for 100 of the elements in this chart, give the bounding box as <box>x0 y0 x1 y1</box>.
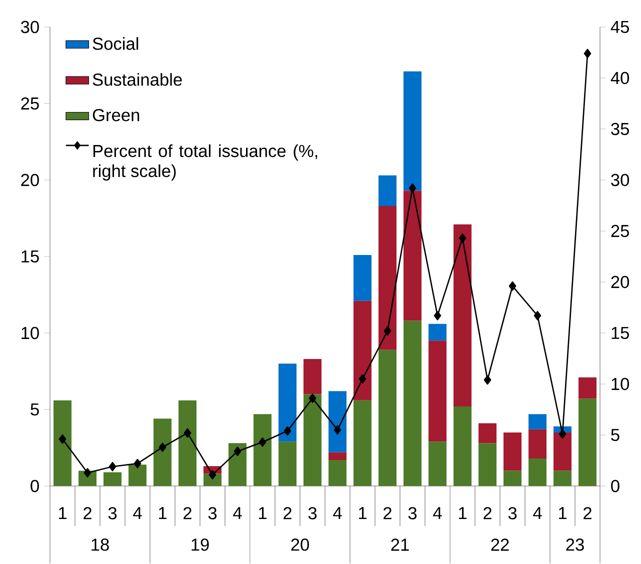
bar <box>354 300 372 400</box>
y-tick-label: 0 <box>30 480 39 492</box>
x-tick-label: 3 <box>208 507 217 520</box>
legend-label: Social <box>92 37 138 50</box>
x-tick-label: 1 <box>259 507 266 519</box>
x-tick-label: 2 <box>84 507 92 520</box>
y-tick-label: 25 <box>21 97 39 110</box>
point <box>308 394 316 403</box>
x-tick-label: 1 <box>459 507 466 519</box>
point <box>458 233 466 243</box>
bar <box>478 443 497 486</box>
y2-tick-label: 5 <box>611 428 620 442</box>
bar <box>354 254 372 301</box>
x-tick-label: 1 <box>559 507 566 519</box>
bar <box>428 324 447 341</box>
bar <box>254 414 272 486</box>
y-tick-label: 30 <box>20 20 39 34</box>
bar <box>528 429 547 458</box>
bar <box>578 377 597 399</box>
point <box>58 434 66 444</box>
point <box>258 437 266 447</box>
legend-label: Green <box>92 108 140 122</box>
bar <box>128 464 147 486</box>
y2-tick-label: 20 <box>611 276 630 288</box>
bar <box>328 452 347 460</box>
text: 23 <box>566 538 584 551</box>
legend-label: Percent of total issuance (%, right scale) <box>93 144 318 181</box>
bar <box>178 400 196 486</box>
bar <box>378 350 397 486</box>
point <box>84 468 92 478</box>
bar <box>328 460 347 486</box>
point <box>234 446 242 456</box>
point <box>284 426 292 436</box>
y2-tick-label: 10 <box>612 378 630 390</box>
bar <box>54 400 72 486</box>
x-tick-label: 2 <box>284 507 292 520</box>
bar <box>378 206 397 350</box>
y2-tick-label: 35 <box>611 122 629 136</box>
x-tick-label: 4 <box>533 507 542 519</box>
x-tick-label: 3 <box>408 507 417 520</box>
bar <box>354 400 372 486</box>
x-tick-label: 1 <box>159 507 166 519</box>
x-tick-label: 2 <box>584 507 592 520</box>
bar <box>454 406 472 486</box>
bar <box>104 472 122 486</box>
x-tick-label: 4 <box>433 507 442 519</box>
point <box>434 310 442 320</box>
y-tick-label: 15 <box>22 250 39 263</box>
point <box>558 429 566 439</box>
y-tick-label: 20 <box>21 174 39 186</box>
bar <box>328 391 347 452</box>
bar <box>454 224 472 406</box>
bar <box>528 458 547 486</box>
y2-tick-label: 0 <box>611 480 620 492</box>
bar <box>504 432 522 471</box>
text: 20 <box>291 538 309 551</box>
x-tick-label: 2 <box>384 507 392 520</box>
x-tick-label: 2 <box>484 507 492 520</box>
x-tick-label: 4 <box>233 507 242 519</box>
bar <box>404 71 422 191</box>
bar <box>578 398 597 486</box>
bar <box>528 414 547 430</box>
bar <box>554 470 572 486</box>
point <box>584 48 592 58</box>
point <box>408 183 416 193</box>
x-tick-label: 4 <box>133 507 142 519</box>
point <box>534 310 542 320</box>
y2-tick-label: 40 <box>610 72 630 84</box>
y2-tick-label: 15 <box>612 326 629 340</box>
point <box>208 470 216 480</box>
bar <box>228 443 247 486</box>
text: 19 <box>192 538 209 551</box>
point <box>108 462 116 472</box>
point <box>484 375 492 385</box>
legend-label: Sustainable <box>92 73 182 86</box>
x-tick-label: 2 <box>184 507 192 520</box>
bar <box>504 470 522 486</box>
point <box>184 428 192 438</box>
x-tick-label: 1 <box>59 507 66 519</box>
text: 22 <box>491 538 509 551</box>
point <box>158 442 166 452</box>
point <box>134 458 142 468</box>
bar <box>378 175 397 206</box>
x-tick-label: 3 <box>308 507 317 520</box>
bar <box>304 394 322 486</box>
bar <box>554 432 572 471</box>
text: 21 <box>391 538 409 551</box>
text: 18 <box>92 538 109 551</box>
y2-tick-label: 25 <box>611 224 629 238</box>
x-tick-label: 1 <box>359 507 366 519</box>
bar <box>304 359 322 394</box>
bar <box>278 364 297 442</box>
bar <box>478 423 497 444</box>
bar <box>278 442 297 486</box>
point <box>508 281 516 291</box>
y-tick-label: 10 <box>22 326 39 340</box>
bar <box>428 340 447 442</box>
bar <box>404 190 422 321</box>
bar <box>428 442 447 486</box>
y-tick-label: 5 <box>30 403 39 416</box>
